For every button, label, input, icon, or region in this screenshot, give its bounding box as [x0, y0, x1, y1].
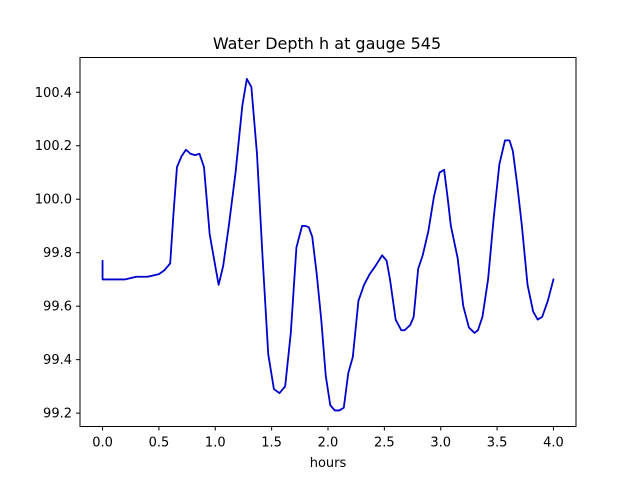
series-layer	[101, 77, 555, 412]
x-tick-label: 3.0	[430, 436, 451, 451]
y-tick-label: 100.0	[35, 193, 72, 208]
x-tick-label: 4.0	[543, 436, 564, 451]
y-tick-label: 99.8	[43, 246, 72, 261]
x-tick-label: 1.0	[205, 436, 226, 451]
x-tick-label: 0.0	[92, 436, 113, 451]
series-line	[101, 77, 555, 412]
y-tick-label: 99.6	[43, 300, 72, 315]
x-tick-label: 3.5	[487, 436, 508, 451]
x-tick-label: 2.5	[374, 436, 395, 451]
x-axis: 0.0 0.5 1.0 1.5 2.0 2.5 3.0 3.5 4.0	[92, 426, 564, 451]
y-tick-label: 100.4	[35, 86, 72, 101]
axes-frame	[79, 57, 577, 427]
plot-area	[79, 57, 577, 427]
x-tick-label: 1.5	[261, 436, 282, 451]
y-tick-label: 99.2	[43, 407, 72, 422]
y-tick-label: 99.4	[43, 353, 72, 368]
x-tick-label: 0.5	[149, 436, 170, 451]
y-axis: 99.2 99.4 99.6 99.8 100.0 100.2 100.4	[35, 86, 80, 422]
x-axis-label: hours	[310, 456, 347, 471]
y-tick-label: 100.2	[35, 139, 72, 154]
x-tick-label: 2.0	[318, 436, 339, 451]
chart-title: Water Depth h at gauge 545	[213, 34, 441, 53]
